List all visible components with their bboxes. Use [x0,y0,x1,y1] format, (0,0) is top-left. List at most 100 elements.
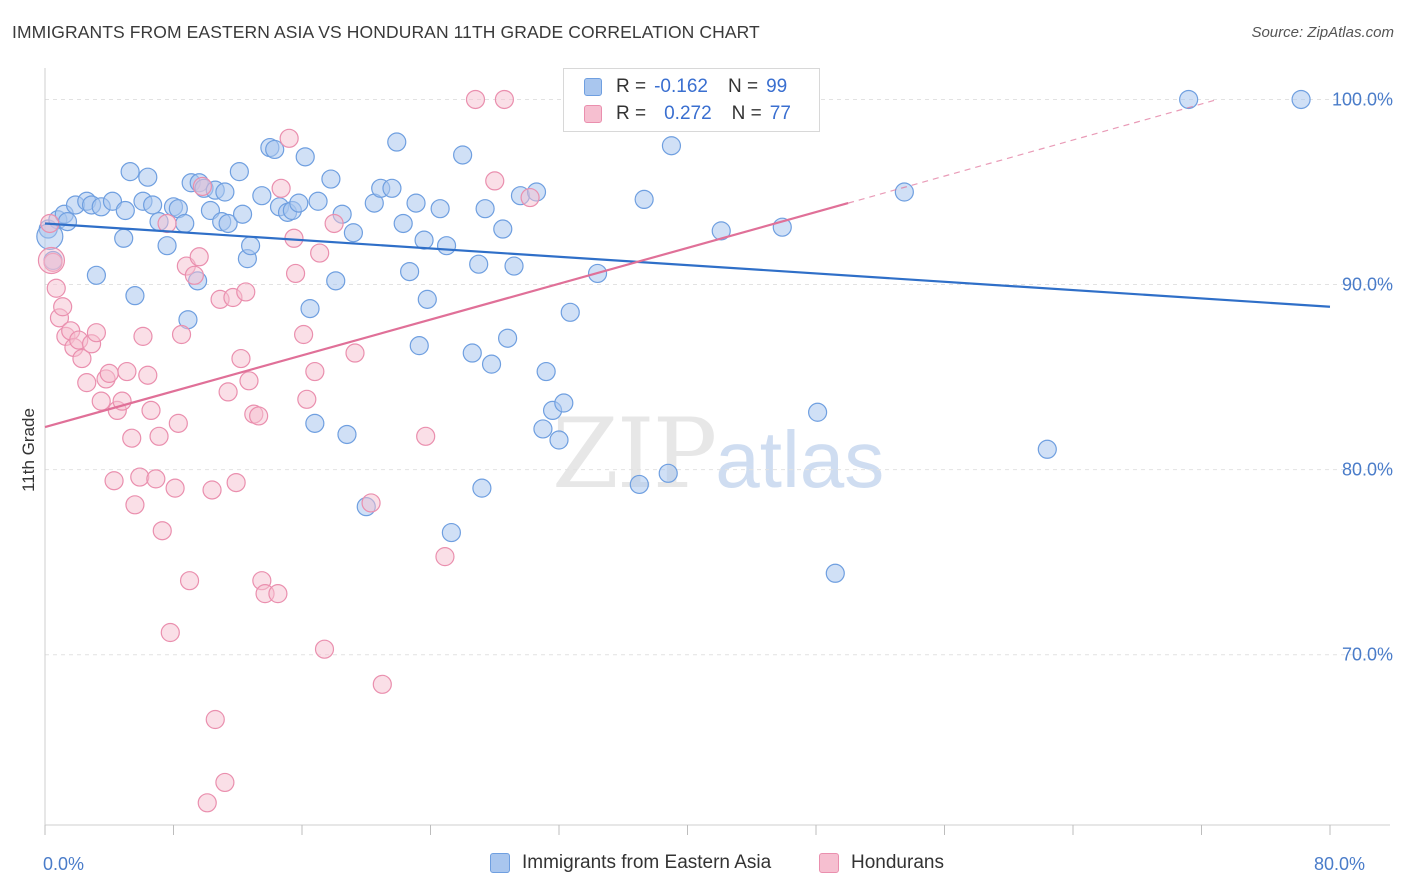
pink-point [314,639,335,659]
blue-point [825,563,845,583]
blue-point [808,402,828,422]
pink-trend-line [44,202,849,429]
blue-point [894,182,914,202]
blue-point [343,223,363,243]
legend-swatch-pink [584,105,602,123]
pink-point [138,365,158,385]
legend-n-label-blue: N = [727,76,759,97]
blue-point [114,228,134,248]
blue-point [475,199,495,219]
pink-point [192,176,213,197]
pink-point [179,571,200,591]
pink-point [146,469,166,489]
pink-point [205,709,225,730]
blue-point [560,302,580,322]
blue-point [711,221,731,241]
blue-point [102,191,123,211]
pink-point [43,252,63,272]
pink-point [279,128,299,148]
bottom-legend-label-pink: Hondurans [851,852,944,873]
pink-point [112,391,132,411]
pink-point [249,406,269,426]
blue-point [462,343,482,363]
pink-point [297,389,317,409]
pink-point [485,171,505,191]
source-credit: Source: ZipAtlas.com [1251,24,1394,41]
bottom-legend-swatch-blue [490,853,510,873]
pink-point [99,363,119,383]
pink-point [86,323,107,343]
y-tick-label: 70.0% [1342,645,1393,665]
blue-point [138,167,158,187]
pink-point [324,213,344,234]
pink-point [197,793,217,813]
watermark-atlas: atlas [715,415,885,504]
legend-r-label-blue: R = [616,76,647,97]
pink-point-large [37,246,66,275]
blue-point [218,213,238,234]
pink-point [77,373,97,393]
legend-n-value-pink: 77 [769,103,791,124]
blue-point [417,289,437,309]
pink-point [345,343,365,363]
blue-point [469,254,489,274]
pink-point [165,478,185,498]
blue-point [382,178,402,198]
legend-swatch-blue [584,78,602,96]
pink-point [184,265,204,285]
blue-point [441,522,461,543]
bottom-legend-swatch-pink [819,853,839,873]
blue-point [143,195,163,215]
pink-point [268,584,288,604]
blue-point [305,413,325,433]
blue-point [57,212,78,232]
series-pink-points [37,89,757,813]
blue-point [252,186,272,206]
blue-point [661,136,682,156]
pink-point [46,278,66,298]
pink-point [189,247,209,267]
blue-point [241,236,261,256]
blue-point [493,219,513,239]
x-tick-label: 0.0% [43,854,84,874]
pink-point [310,243,330,263]
pink-point [294,324,314,345]
blue-point [175,213,195,234]
legend-n-value-blue: 99 [766,76,788,97]
bottom-legend-label-blue: Immigrants from Eastern Asia [522,852,772,873]
trend-lines [44,98,1331,429]
bottom-legend-pink: Hondurans [819,852,944,874]
legend-r-label-pink: R = [616,103,647,124]
blue-point [308,191,328,211]
y-tick-label: 90.0% [1342,275,1393,295]
pink-point [416,426,436,446]
y-tick-label: 80.0% [1342,460,1393,480]
blue-point [554,393,574,413]
series-blue-points [36,89,1311,583]
tick-labels: 70.0% 80.0% 90.0% 100.0% 0.0% 80.0% 11th Grade [19,89,1393,874]
blue-point [658,463,678,483]
bottom-legend-blue: Immigrants from Eastern Asia [490,852,771,874]
pink-point [152,521,172,541]
pink-point [133,326,153,346]
pink-point [117,361,137,382]
blue-point [430,199,450,219]
pink-point [435,547,455,567]
pink-point [285,263,306,284]
blue-point [406,193,426,213]
pink-point [91,391,111,411]
pink-point [361,493,381,513]
blue-point [120,162,140,182]
pink-point [130,467,150,487]
pink-point [239,371,259,391]
blue-point [400,261,420,282]
blue-point [337,424,357,445]
axes [44,68,1390,835]
blue-point [232,204,253,224]
blue-point [409,336,429,356]
blue-point [504,256,524,276]
correlation-legend: R = -0.162 N = 99 R = 0.272 N = 77 [563,68,820,132]
legend-r-value-pink: 0.272 [664,103,712,124]
pink-point [160,622,180,643]
blue-point [86,265,107,285]
